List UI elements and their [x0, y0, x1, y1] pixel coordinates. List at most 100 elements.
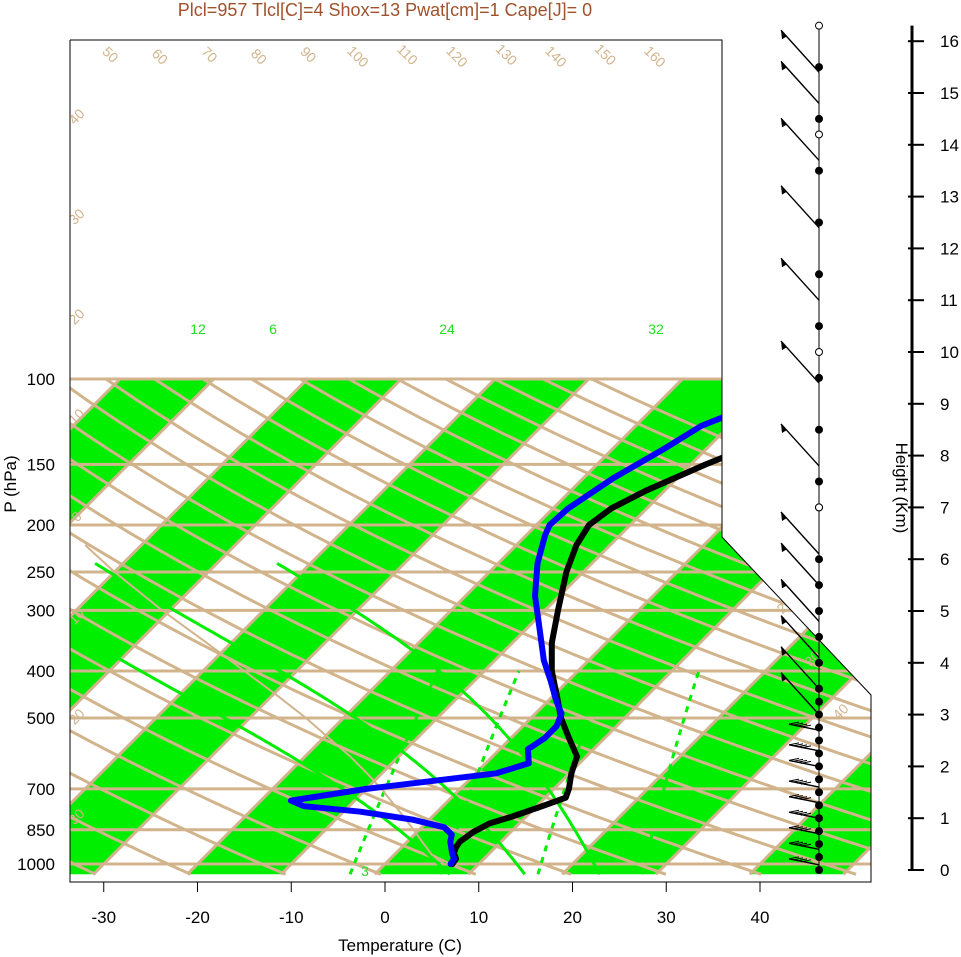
wind-barb-feather	[788, 856, 800, 860]
wind-barb-feather	[796, 759, 808, 763]
wind-barb-feather	[800, 724, 812, 728]
dry-adiabat-line	[70, 378, 382, 876]
height-tick-label: 2	[940, 757, 949, 776]
x-tick-label: 10	[469, 908, 488, 927]
height-tick-label: 9	[940, 395, 949, 414]
moist-adiabat-line	[94, 562, 526, 876]
wind-barb-feather	[796, 780, 808, 784]
dry-adiabat-line	[0, 379, 1, 874]
wind-level-dot	[815, 827, 823, 836]
dry-adiabat-label: 120	[443, 43, 471, 71]
dry-adiabat-label: 90	[297, 43, 319, 65]
dry-adiabat-label: 160	[641, 43, 669, 71]
dry-adiabat-label: 110	[394, 41, 421, 68]
mixing-ratio-label: 32	[648, 321, 664, 337]
dry-adiabat-label: 130	[493, 41, 521, 69]
dry-adiabat-line	[70, 377, 572, 876]
x-tick-label: 20	[563, 908, 582, 927]
wind-barb-feather	[800, 843, 812, 847]
wind-barb	[780, 117, 820, 161]
moist-adiabat-line	[276, 562, 602, 875]
wind-barb-feather	[792, 841, 804, 845]
x-tick-label: 30	[657, 908, 676, 927]
isotherm-line	[0, 379, 26, 874]
height-tick-label: 4	[940, 654, 949, 673]
wind-barb-flag	[781, 543, 787, 553]
dry-adiabat-line	[70, 378, 477, 876]
dry-adiabat-label: 70	[198, 43, 220, 65]
wind-barb-flag	[781, 672, 787, 682]
wind-barb	[780, 185, 820, 229]
wind-level-dot	[815, 607, 823, 615]
wind-barb	[780, 60, 820, 104]
wind-level-dot	[815, 477, 823, 486]
p-tick-label: 700	[27, 780, 55, 799]
p-tick-label: 150	[27, 455, 55, 474]
dry-adiabat-line	[250, 377, 871, 876]
wind-barb	[780, 672, 820, 716]
mixing-ratio-label: 6	[269, 321, 277, 337]
isotherm-label: 20	[65, 705, 87, 727]
dry-adiabat-line	[105, 377, 871, 876]
wind-level-dot	[815, 775, 823, 784]
wind-level-dot	[815, 270, 823, 279]
mixing-ratio-line	[348, 670, 439, 875]
wind-barb-flag	[781, 185, 787, 195]
dry-adiabat-line	[70, 377, 762, 876]
height-tick-label: 7	[940, 498, 949, 517]
wind-barb-flag	[781, 118, 787, 128]
wind-level-dot	[815, 736, 823, 745]
p-tick-label: 500	[27, 709, 55, 728]
wind-profile	[780, 21, 823, 874]
x-tick-label: -10	[279, 908, 304, 927]
wind-barb-feather	[796, 858, 808, 862]
p-tick-label: 200	[27, 516, 55, 535]
mixing-ratio-line	[439, 670, 521, 875]
wind-barb-feather	[800, 828, 812, 832]
wind-barb-feather	[796, 796, 808, 800]
dry-adiabat-line	[70, 377, 871, 876]
y-axis-label: P (hPa)	[1, 455, 20, 512]
wind-barb-feather	[800, 859, 812, 863]
wind-level-dot	[815, 866, 823, 874]
wind-barb-feather	[792, 810, 804, 814]
sounding-profiles	[84, 386, 871, 867]
x-tick-label: -30	[91, 908, 116, 927]
wind-barb	[780, 578, 820, 622]
wind-barb-feather	[792, 795, 804, 799]
dry-adiabat-line	[299, 377, 871, 876]
wind-barb-feather	[788, 794, 800, 798]
p-tick-label: 100	[27, 370, 55, 389]
wind-barb-flag	[781, 423, 787, 433]
dry-adiabat-label: 100	[344, 43, 372, 71]
wind-barb-feather	[788, 840, 800, 844]
wind-level-dot	[815, 632, 823, 641]
wind-barb-flag	[781, 61, 787, 71]
wind-level-dot	[815, 658, 823, 667]
wind-barb-feather	[792, 826, 804, 830]
mixing-ratio-line	[640, 670, 701, 875]
height-tick-label: 12	[940, 239, 959, 258]
wind-level-dot	[815, 840, 823, 849]
isotherm-label: 10	[723, 345, 745, 367]
green-bands	[70, 379, 871, 875]
wind-level-dot	[815, 749, 823, 758]
wind-barb-flag	[781, 615, 787, 625]
wind-barb-feather	[792, 758, 804, 762]
mixing-ratio-label: 24	[439, 321, 455, 337]
wind-barb	[780, 257, 820, 301]
height-tick-label: 13	[940, 188, 959, 207]
height-tick-label: 8	[940, 447, 949, 466]
wind-barb-flag	[781, 341, 787, 351]
wind-level-dot	[815, 801, 823, 810]
green-band	[187, 379, 777, 875]
dry-adiabat-line	[70, 378, 287, 876]
height-tick-label: 6	[940, 550, 949, 569]
wind-level-dot	[815, 425, 823, 434]
wind-barb-feather	[800, 797, 812, 801]
p-tick-label: 400	[27, 662, 55, 681]
isotherm-label: 0	[726, 458, 743, 475]
dry-adiabat-line	[70, 377, 871, 876]
dry-adiabat-label: 150	[592, 41, 620, 69]
isotherm-label: 20	[723, 235, 745, 257]
